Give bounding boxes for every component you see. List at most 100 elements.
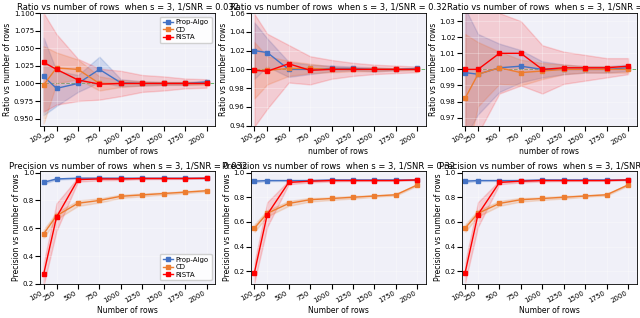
- RISTA: [203, 176, 211, 180]
- CD: [40, 232, 47, 236]
- Title: Precision vs number of rows  when s = 3, 1/SNR = 1: Precision vs number of rows when s = 3, …: [439, 162, 640, 170]
- Prop-Algo: [624, 178, 632, 182]
- Legend: Prop-Algo, CD, RISTA: Prop-Algo, CD, RISTA: [160, 17, 212, 43]
- Y-axis label: Precision vs number of rows: Precision vs number of rows: [223, 174, 232, 281]
- RISTA: [52, 67, 60, 71]
- CD: [264, 68, 271, 72]
- CD: [285, 202, 292, 205]
- Prop-Algo: [581, 178, 589, 182]
- Prop-Algo: [624, 66, 632, 70]
- CD: [328, 67, 335, 71]
- Title: Ratio vs number of rows  when s = 3, 1/SNR = 0.032: Ratio vs number of rows when s = 3, 1/SN…: [17, 3, 239, 12]
- RISTA: [307, 68, 314, 72]
- RISTA: [581, 66, 589, 70]
- CD: [474, 72, 482, 76]
- Prop-Algo: [160, 176, 168, 180]
- Prop-Algo: [603, 67, 611, 71]
- CD: [138, 193, 146, 197]
- RISTA: [160, 81, 168, 85]
- RISTA: [413, 67, 421, 71]
- Y-axis label: Precision vs number of rows: Precision vs number of rows: [12, 174, 21, 281]
- CD: [413, 183, 421, 187]
- Prop-Algo: [117, 176, 125, 180]
- Prop-Algo: [138, 81, 146, 85]
- RISTA: [624, 64, 632, 68]
- CD: [160, 81, 168, 85]
- CD: [285, 66, 292, 70]
- RISTA: [138, 176, 146, 180]
- Title: Ratio vs number of rows  when s = 3, 1/SNR = 0.32: Ratio vs number of rows when s = 3, 1/SN…: [230, 3, 447, 12]
- Prop-Algo: [95, 176, 103, 180]
- RISTA: [203, 81, 211, 85]
- Prop-Algo: [203, 80, 211, 84]
- Prop-Algo: [181, 81, 189, 85]
- Line: RISTA: RISTA: [463, 178, 630, 274]
- CD: [349, 67, 357, 71]
- RISTA: [349, 67, 357, 71]
- RISTA: [461, 67, 469, 71]
- RISTA: [538, 179, 546, 183]
- Line: CD: CD: [463, 66, 630, 100]
- CD: [95, 81, 103, 85]
- Line: RISTA: RISTA: [42, 176, 209, 276]
- RISTA: [117, 177, 125, 181]
- CD: [392, 67, 400, 71]
- RISTA: [250, 68, 258, 72]
- RISTA: [517, 52, 525, 55]
- Prop-Algo: [495, 66, 503, 70]
- RISTA: [603, 66, 611, 70]
- CD: [624, 183, 632, 187]
- CD: [461, 96, 469, 100]
- Prop-Algo: [285, 179, 292, 183]
- RISTA: [250, 271, 258, 275]
- RISTA: [392, 67, 400, 71]
- Prop-Algo: [285, 67, 292, 71]
- RISTA: [95, 177, 103, 181]
- Line: Prop-Algo: Prop-Algo: [463, 65, 630, 76]
- Prop-Algo: [264, 179, 271, 183]
- CD: [474, 211, 482, 215]
- CD: [40, 83, 47, 87]
- Prop-Algo: [307, 67, 314, 71]
- X-axis label: number of rows: number of rows: [98, 148, 157, 156]
- Line: CD: CD: [253, 183, 419, 230]
- CD: [117, 81, 125, 85]
- Prop-Algo: [95, 67, 103, 71]
- CD: [307, 66, 314, 70]
- Prop-Algo: [40, 181, 47, 184]
- CD: [74, 201, 82, 205]
- RISTA: [560, 66, 568, 70]
- Line: RISTA: RISTA: [253, 178, 419, 274]
- RISTA: [581, 179, 589, 183]
- Prop-Algo: [603, 178, 611, 182]
- Y-axis label: Ratio vs number of rows: Ratio vs number of rows: [218, 23, 228, 116]
- Prop-Algo: [517, 64, 525, 68]
- RISTA: [95, 82, 103, 86]
- RISTA: [474, 67, 482, 71]
- RISTA: [181, 176, 189, 180]
- Prop-Algo: [40, 74, 47, 78]
- Prop-Algo: [538, 178, 546, 182]
- CD: [203, 81, 211, 85]
- CD: [495, 202, 503, 205]
- CD: [160, 192, 168, 196]
- RISTA: [138, 81, 146, 85]
- RISTA: [264, 69, 271, 73]
- Prop-Algo: [160, 81, 168, 85]
- Line: Prop-Algo: Prop-Algo: [253, 178, 419, 183]
- Prop-Algo: [328, 66, 335, 70]
- Prop-Algo: [138, 176, 146, 180]
- Prop-Algo: [328, 178, 335, 182]
- CD: [250, 68, 258, 72]
- RISTA: [474, 213, 482, 217]
- CD: [603, 193, 611, 197]
- RISTA: [371, 179, 378, 183]
- RISTA: [264, 213, 271, 217]
- RISTA: [328, 67, 335, 71]
- RISTA: [517, 179, 525, 183]
- RISTA: [307, 179, 314, 183]
- RISTA: [160, 176, 168, 180]
- Prop-Algo: [250, 179, 258, 183]
- RISTA: [413, 178, 421, 182]
- Prop-Algo: [181, 176, 189, 180]
